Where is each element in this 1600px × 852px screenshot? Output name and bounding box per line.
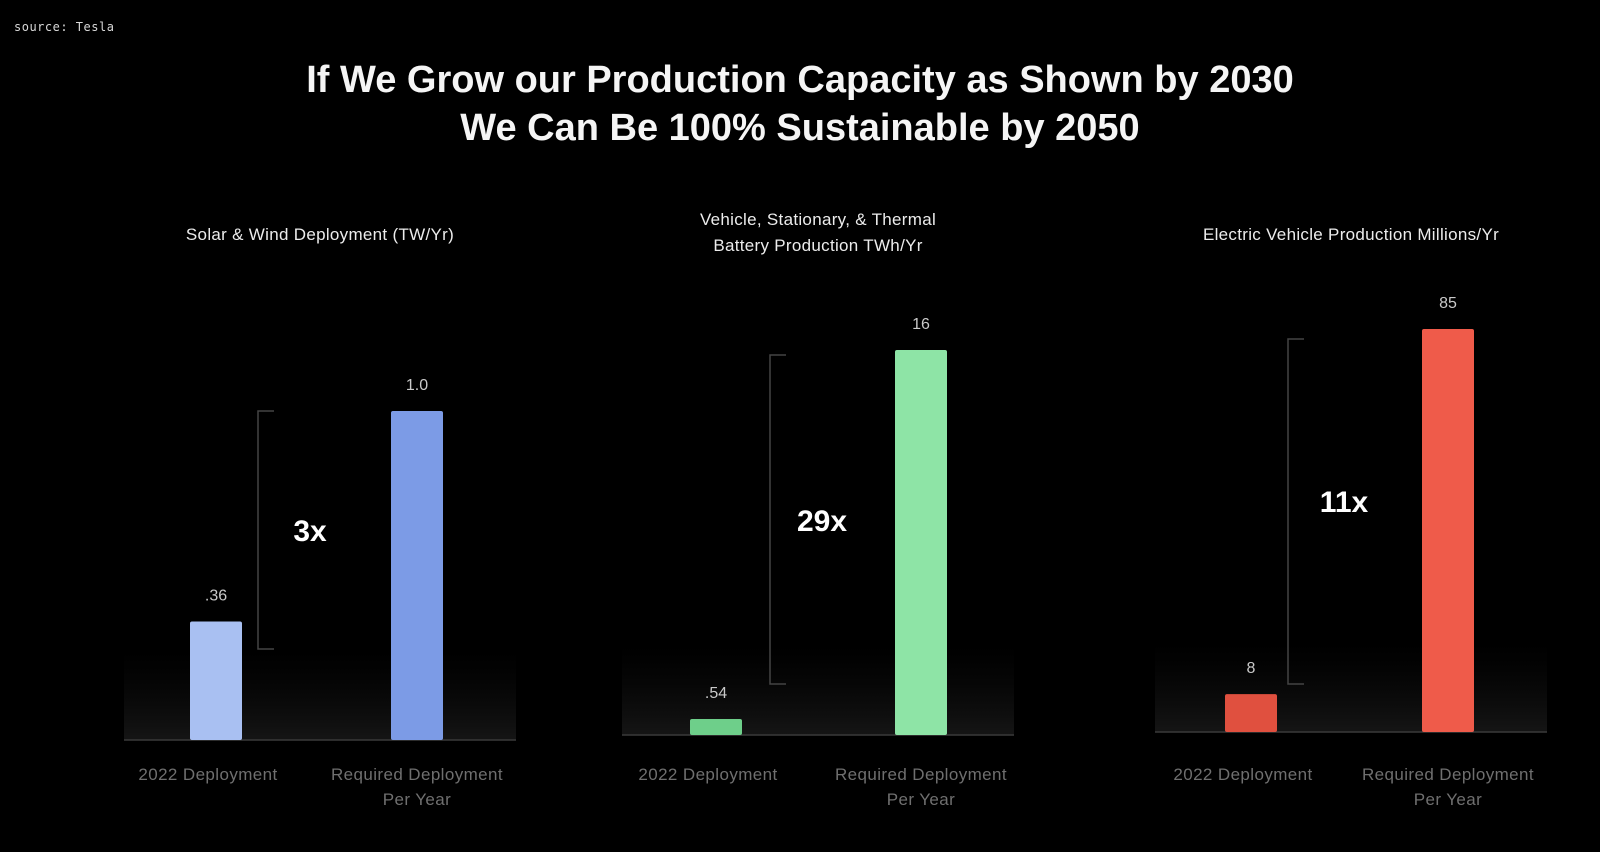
headline-line-1: If We Grow our Production Capacity as Sh… — [306, 59, 1294, 101]
chart-3-value-label-1: 8 — [1247, 660, 1256, 677]
chart-2-value-label-2: 16 — [912, 316, 930, 333]
chart-2-bar-2 — [895, 350, 947, 735]
chart-1-title: Solar & Wind Deployment (TW/Yr) — [84, 222, 556, 248]
headline: If We Grow our Production Capacity as Sh… — [0, 56, 1600, 152]
chart-1-value-label-2: 1.0 — [406, 377, 428, 394]
chart-3-growth-bracket — [1287, 338, 1304, 685]
chart-3-title-line-1: Electric Vehicle Production Millions/Yr — [1202, 225, 1500, 244]
chart-2-title-line-1: Vehicle, Stationary, & Thermal — [699, 210, 937, 229]
chart-3-floor-shade — [1155, 642, 1547, 732]
chart-3-title: Electric Vehicle Production Millions/Yr — [1115, 222, 1587, 248]
chart-3-panel: Electric Vehicle Production Millions/Yr — [1115, 0, 1587, 852]
chart-2-title-line-2: Battery Production TWh/Yr — [713, 236, 923, 255]
chart-3-value-label-2: 85 — [1439, 295, 1457, 312]
headline-line-2: We Can Be 100% Sustainable by 2050 — [460, 107, 1140, 149]
chart-2-bar-1 — [690, 719, 742, 735]
chart-3-bar-1 — [1225, 694, 1277, 732]
source-label: source: Tesla — [14, 20, 115, 34]
chart-2-panel: Vehicle, Stationary, & Thermal Battery Pr… — [582, 0, 1054, 852]
chart-1-category-label-2: Required Deployment Per Year — [331, 765, 503, 809]
chart-1-value-label-1: .36 — [205, 588, 227, 605]
chart-1-floor-shade — [124, 650, 516, 740]
chart-1-bar-1 — [190, 621, 242, 740]
chart-2-multiplier: 29x — [797, 505, 847, 538]
chart-1-panel: Solar & Wind Deployment (TW/Yr) — [84, 0, 556, 852]
chart-1-bar-2 — [391, 411, 443, 740]
chart-2-value-label-1: .54 — [705, 685, 727, 702]
chart-3-category-label-1: 2022 Deployment — [1173, 765, 1312, 784]
chart-2-growth-bracket — [769, 354, 786, 685]
chart-1-multiplier: 3x — [293, 515, 327, 548]
chart-3-bar-2 — [1422, 329, 1474, 732]
chart-2-category-label-2: Required Deployment Per Year — [835, 765, 1007, 809]
chart-2-category-label-1: 2022 Deployment — [638, 765, 777, 784]
chart-1-growth-bracket — [257, 410, 274, 650]
chart-2-title: Vehicle, Stationary, & Thermal Battery Pr… — [582, 207, 1054, 259]
chart-1-category-label-1: 2022 Deployment — [138, 765, 277, 784]
chart-1-title-line-1: Solar & Wind Deployment (TW/Yr) — [185, 225, 455, 244]
chart-3-multiplier: 11x — [1320, 486, 1369, 519]
chart-3-category-label-2: Required Deployment Per Year — [1362, 765, 1534, 809]
chart-2-floor-shade — [622, 645, 1014, 735]
